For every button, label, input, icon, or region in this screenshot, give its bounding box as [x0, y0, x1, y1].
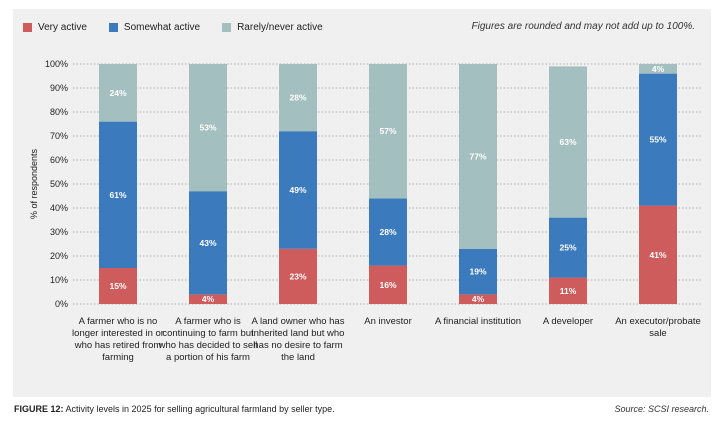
bar-segment [189, 294, 227, 304]
bar-segment [549, 66, 587, 218]
y-tick-label: 80% [50, 107, 68, 117]
data-label: 11% [560, 286, 577, 296]
data-label: 4% [472, 294, 485, 304]
bar-segment [639, 73, 677, 206]
data-label: 49% [289, 185, 306, 195]
bar-segment [369, 265, 407, 304]
bar-segment [369, 198, 407, 266]
bar-segment [459, 64, 497, 249]
bar-segment [549, 217, 587, 278]
legend-swatch [23, 23, 32, 32]
y-tick-label: 100% [45, 59, 68, 69]
x-tick-label: A farmer who is continuing to farm but w… [158, 316, 258, 363]
legend-swatch [108, 23, 118, 32]
data-label: 16% [379, 280, 396, 290]
legend-label: Very active [38, 22, 87, 33]
bar-segment [639, 64, 677, 74]
legend-label: Rarely/never active [237, 22, 323, 33]
legend-item-somewhat-active: Somewhat active [108, 22, 201, 33]
y-tick-label: 70% [50, 131, 68, 141]
data-label: 4% [652, 64, 665, 74]
x-tick-label: A developer [542, 316, 594, 327]
x-tick-label: A land owner who has inherited land but … [251, 316, 345, 363]
data-label: 4% [202, 294, 215, 304]
data-label: 28% [379, 227, 396, 237]
bar-segment [99, 121, 137, 268]
source-note: Source: SCSI research. [614, 404, 709, 414]
y-tick-label: 0% [55, 299, 68, 309]
legend: Very active Somewhat active Rarely/never… [23, 22, 323, 33]
data-label: 57% [379, 126, 396, 136]
y-tick-label: 40% [50, 203, 68, 213]
x-tick-label: An investor [364, 316, 412, 327]
data-label: 25% [559, 243, 576, 253]
bar-segment [639, 205, 677, 304]
data-label: 41% [649, 250, 666, 260]
data-label: 53% [199, 123, 216, 133]
x-tick-label: An executor/probate sale [615, 316, 701, 339]
data-label: 19% [469, 267, 486, 277]
bar-segment [99, 268, 137, 304]
x-tick-label: A financial institution [434, 316, 522, 327]
data-label: 77% [469, 151, 486, 161]
y-tick-label: 60% [50, 155, 68, 165]
bar-segment [279, 64, 317, 132]
x-tick-label: A farmer who is no longer interested in … [72, 316, 164, 363]
y-axis-title: % of respondents [29, 148, 39, 219]
data-label: 28% [289, 93, 306, 103]
data-label: 43% [199, 238, 216, 248]
data-label: 61% [109, 190, 126, 200]
data-label: 15% [109, 281, 126, 291]
bar-segment [189, 191, 227, 295]
legend-item-rarely-active: Rarely/never active [222, 22, 323, 33]
bar-segment [99, 64, 137, 122]
data-label: 63% [559, 137, 576, 147]
legend-swatch [222, 23, 232, 32]
y-tick-label: 30% [50, 227, 68, 237]
y-tick-label: 90% [50, 83, 68, 93]
bar-segment [279, 131, 317, 249]
data-label: 55% [649, 135, 666, 145]
figure-label: FIGURE 12: [14, 404, 64, 414]
chart-panel: Very active Somewhat active Rarely/never… [13, 9, 711, 397]
y-tick-label: 20% [50, 251, 68, 261]
figure-caption-text: Activity levels in 2025 for selling agri… [65, 404, 335, 414]
legend-item-very-active: Very active [23, 22, 87, 33]
bar-segment [459, 248, 497, 295]
legend-label: Somewhat active [123, 22, 201, 33]
stacked-bar-chart: 0% 10% 20% 30% 40% 50% 60% 70% 80% 90% 100% % of re… [29, 59, 703, 309]
bar-segment [189, 64, 227, 192]
bar-segment [279, 248, 317, 304]
y-tick-label: 10% [50, 275, 68, 285]
figure-caption: FIGURE 12: Activity levels in 2025 for s… [14, 404, 335, 414]
bar-segment [549, 277, 587, 304]
data-label: 24% [109, 88, 126, 98]
data-label: 23% [289, 271, 306, 281]
y-tick-label: 50% [50, 179, 68, 189]
bar-segment [459, 294, 497, 304]
bar-segment [369, 64, 407, 199]
rounding-note: Figures are rounded and may not add up t… [471, 21, 695, 32]
